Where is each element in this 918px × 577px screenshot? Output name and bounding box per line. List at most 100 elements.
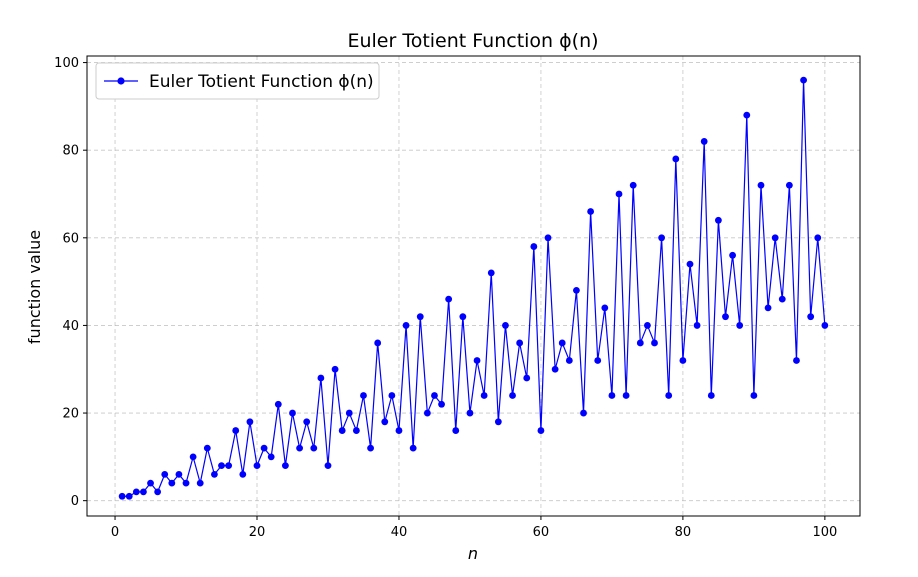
x-tick-label: 60: [533, 525, 550, 540]
data-point: [502, 322, 509, 329]
y-tick-label: 80: [62, 144, 79, 159]
data-point: [317, 374, 325, 382]
data-point: [416, 313, 424, 321]
data-point: [402, 322, 410, 329]
y-tick-label: 40: [62, 319, 79, 334]
data-point: [211, 470, 218, 478]
data-point: [445, 295, 453, 303]
legend: Euler Totient Function ϕ(n): [95, 62, 380, 100]
data-point: [438, 400, 445, 408]
data-point: [409, 444, 417, 452]
data-point: [558, 339, 566, 347]
data-point: [714, 216, 722, 224]
data-point: [665, 392, 673, 399]
data-point: [267, 453, 275, 461]
data-point: [516, 339, 524, 347]
data-point: [615, 190, 623, 198]
data-point: [473, 357, 481, 364]
y-axis-label: function value: [25, 230, 44, 344]
data-point: [565, 357, 573, 364]
series-line: [122, 79, 826, 497]
data-point: [281, 462, 289, 470]
data-point: [551, 365, 559, 373]
data-point: [530, 243, 538, 250]
data-point: [196, 479, 204, 487]
data-point: [125, 492, 133, 500]
data-point: [736, 322, 744, 329]
data-point: [431, 392, 438, 399]
data-point: [785, 181, 793, 189]
x-tick-label: 80: [675, 525, 692, 540]
data-point: [381, 418, 389, 426]
data-point: [636, 339, 644, 347]
data-point: [140, 488, 147, 496]
data-point: [324, 462, 332, 470]
data-point: [161, 470, 169, 478]
data-point: [331, 365, 339, 373]
legend-marker-swatch: [117, 77, 125, 85]
legend-box: [95, 62, 380, 100]
data-point: [807, 313, 815, 321]
data-point: [118, 492, 126, 500]
data-point: [594, 357, 602, 364]
tick-layer: 0 20 40 60 80 100 0 20 40 60 80 100: [54, 56, 837, 540]
data-point: [452, 427, 460, 434]
y-tick-label: 20: [62, 407, 79, 422]
x-tick-label: 0: [111, 525, 119, 540]
data-point: [537, 427, 545, 434]
x-tick-label: 20: [249, 525, 266, 540]
data-point: [771, 234, 779, 242]
data-point: [629, 181, 637, 189]
data-point: [509, 392, 516, 399]
data-point: [757, 181, 765, 189]
data-point: [459, 313, 467, 321]
data-point: [374, 339, 382, 347]
data-point: [189, 453, 197, 461]
data-point: [686, 260, 694, 268]
data-point: [182, 479, 190, 487]
data-point: [580, 409, 587, 417]
y-tick-label: 0: [71, 494, 79, 509]
grid-layer: [87, 56, 860, 516]
data-point: [168, 479, 176, 487]
plot-frame: [86, 55, 861, 517]
data-point: [423, 409, 431, 417]
data-point: [480, 392, 488, 399]
data-point: [821, 322, 829, 329]
data-point: [345, 409, 353, 417]
data-point: [367, 444, 374, 452]
data-point: [608, 392, 616, 399]
data-point: [147, 479, 154, 487]
data-point: [289, 409, 296, 417]
data-point: [672, 155, 680, 163]
data-point: [132, 488, 140, 496]
data-point: [253, 462, 261, 470]
data-point: [573, 286, 580, 294]
data-point: [388, 392, 396, 399]
data-point: [814, 234, 822, 242]
data-point: [154, 488, 162, 496]
data-point: [693, 322, 701, 329]
data-point: [296, 444, 303, 452]
data-point: [800, 76, 807, 84]
data-point: [750, 392, 758, 399]
data-point: [601, 304, 609, 312]
data-point: [352, 427, 360, 434]
data-point: [338, 427, 346, 434]
data-point: [658, 234, 666, 242]
data-point: [310, 444, 318, 452]
data-point: [360, 392, 367, 399]
data-point: [587, 208, 595, 215]
data-point: [544, 234, 552, 242]
data-point: [651, 339, 658, 347]
data-point: [622, 392, 630, 399]
data-point: [239, 470, 247, 478]
y-tick-label: 100: [54, 56, 79, 71]
data-point: [175, 470, 183, 478]
data-point: [743, 111, 751, 119]
data-point: [203, 444, 211, 452]
data-point: [494, 418, 502, 426]
series-layer: [118, 76, 829, 500]
